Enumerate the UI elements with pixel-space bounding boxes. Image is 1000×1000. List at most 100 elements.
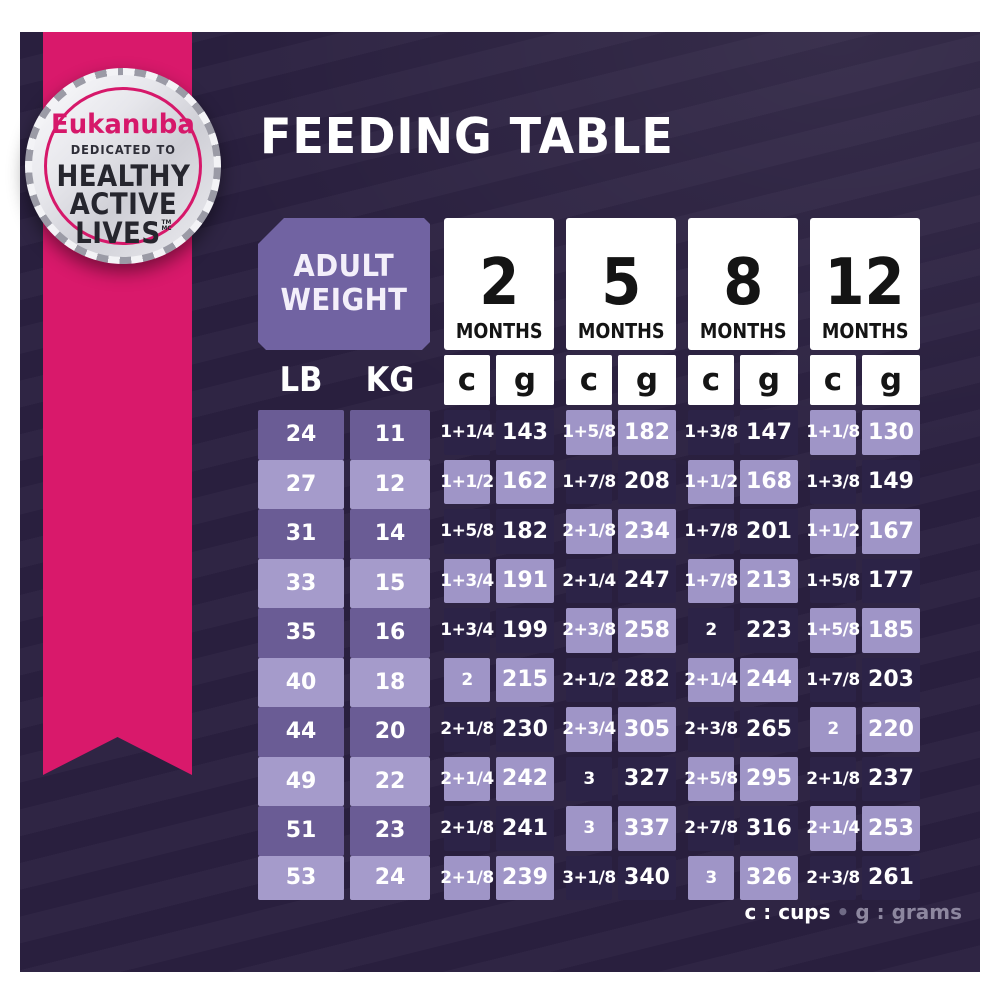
product-panel: Eukanuba DEDICATED TO HEALTHY ACTIVE LIV… — [20, 32, 980, 972]
grams-cell: 247 — [618, 558, 676, 603]
cups-cell: 3 — [566, 756, 612, 801]
weight-cell: 51 — [258, 806, 344, 856]
page-title: FEEDING TABLE — [260, 108, 674, 165]
grams-cell: 242 — [496, 756, 554, 801]
cups-cell: 2+1/4 — [440, 756, 494, 801]
weight-cell: 40 — [258, 657, 344, 707]
month-card-5: 5 MONTHS — [566, 218, 676, 350]
cups-cell: 2+3/4 — [562, 707, 616, 752]
cups-cell: 2+1/2 — [562, 657, 616, 702]
cups-cell: 2+1/8 — [562, 509, 616, 554]
grams-cell: 234 — [618, 509, 676, 554]
grams-cell: 258 — [618, 608, 676, 653]
cg-header-cell: c — [566, 355, 612, 405]
grams-cell: 213 — [740, 558, 798, 603]
cups-cell: 2+1/4 — [684, 657, 738, 702]
legend-cups: c : cups — [744, 900, 831, 924]
cg-header-cell: g — [618, 355, 676, 405]
grams-cell: 237 — [862, 756, 920, 801]
cups-cell: 2+1/8 — [440, 806, 494, 851]
grams-cell: 208 — [618, 459, 676, 504]
grams-cell: 143 — [496, 410, 554, 455]
grams-cell: 149 — [862, 459, 920, 504]
grams-cell: 203 — [862, 657, 920, 702]
grams-cell: 253 — [862, 806, 920, 851]
months-label: MONTHS — [455, 319, 543, 343]
grams-cell: 147 — [740, 410, 798, 455]
cups-cell: 1+1/2 — [440, 459, 494, 504]
feeding-table: ADULT WEIGHT 2 MONTHS 5 MONTHS 8 MONTHS … — [258, 218, 920, 900]
grams-cell: 168 — [740, 459, 798, 504]
cups-cell: 1+3/4 — [440, 558, 494, 603]
kg-column-header: KG — [365, 360, 415, 400]
months-label: MONTHS — [699, 319, 787, 343]
weight-cell: 20 — [350, 707, 430, 757]
badge-slogan-active: ACTIVE — [69, 187, 177, 222]
cups-cell: 2+1/8 — [440, 707, 494, 752]
cups-cell: 1+1/2 — [806, 509, 860, 554]
month-card-8: 8 MONTHS — [688, 218, 798, 350]
month-number: 8 — [722, 246, 764, 320]
grams-cell: 261 — [862, 855, 920, 900]
grams-cell: 327 — [618, 756, 676, 801]
eukanuba-badge: Eukanuba DEDICATED TO HEALTHY ACTIVE LIV… — [25, 68, 221, 264]
weight-cell: 18 — [350, 657, 430, 707]
cups-cell: 2+1/4 — [806, 806, 860, 851]
cups-cell: 3 — [566, 806, 612, 851]
grams-cell: 244 — [740, 657, 798, 702]
cups-cell: 1+7/8 — [806, 657, 860, 702]
cups-cell: 1+5/8 — [440, 509, 494, 554]
adult-weight-line1: ADULT — [293, 248, 395, 284]
weight-cell: 22 — [350, 756, 430, 806]
grams-cell: 326 — [740, 855, 798, 900]
cups-cell: 1+7/8 — [684, 558, 738, 603]
weight-cell: 16 — [350, 608, 430, 658]
badge-inner-disc: Eukanuba DEDICATED TO HEALTHY ACTIVE LIV… — [32, 75, 214, 257]
month-card-12: 12 MONTHS — [810, 218, 920, 350]
badge-tagline: DEDICATED TO — [70, 143, 176, 157]
grams-cell: 220 — [862, 707, 920, 752]
cg-header-cell: g — [496, 355, 554, 405]
cups-cell: 1+1/4 — [440, 410, 494, 455]
cups-cell: 2+3/8 — [806, 855, 860, 900]
month-number: 12 — [824, 246, 906, 320]
cups-cell: 2+1/4 — [562, 558, 616, 603]
cups-cell: 1+3/4 — [440, 608, 494, 653]
badge-brand: Eukanuba — [51, 109, 195, 140]
adult-weight-header: ADULT WEIGHT — [258, 218, 430, 350]
cups-cell: 2+1/8 — [440, 855, 494, 900]
cups-cell: 1+5/8 — [562, 410, 616, 455]
grams-cell: 130 — [862, 410, 920, 455]
grams-cell: 162 — [496, 459, 554, 504]
months-label: MONTHS — [821, 319, 909, 343]
grams-cell: 182 — [618, 410, 676, 455]
grams-cell: 337 — [618, 806, 676, 851]
cups-cell: 1+7/8 — [562, 459, 616, 504]
cups-cell: 2+1/8 — [806, 756, 860, 801]
weight-cell: 31 — [258, 509, 344, 559]
badge-slogan-lives: LIVESTM MC — [74, 215, 172, 250]
lb-column-header: LB — [279, 360, 323, 400]
weight-cell: 24 — [350, 855, 430, 900]
cups-cell: 1+5/8 — [806, 558, 860, 603]
grams-cell: 340 — [618, 855, 676, 900]
month-card-2: 2 MONTHS — [444, 218, 554, 350]
grams-cell: 182 — [496, 509, 554, 554]
weight-cell: 44 — [258, 707, 344, 757]
grams-cell: 215 — [496, 657, 554, 702]
grams-cell: 316 — [740, 806, 798, 851]
cg-header-cell: c — [444, 355, 490, 405]
weight-cell: 49 — [258, 756, 344, 806]
grams-cell: 265 — [740, 707, 798, 752]
weight-cell: 11 — [350, 410, 430, 460]
weight-cell: 35 — [258, 608, 344, 658]
weight-cell: 14 — [350, 509, 430, 559]
grams-cell: 239 — [496, 855, 554, 900]
month-number: 5 — [600, 246, 642, 320]
cg-header-cell: g — [862, 355, 920, 405]
cups-cell: 2+5/8 — [684, 756, 738, 801]
cups-cell: 1+1/2 — [684, 459, 738, 504]
badge-pink-ring-icon — [44, 87, 202, 245]
cups-cell: 1+3/8 — [806, 459, 860, 504]
